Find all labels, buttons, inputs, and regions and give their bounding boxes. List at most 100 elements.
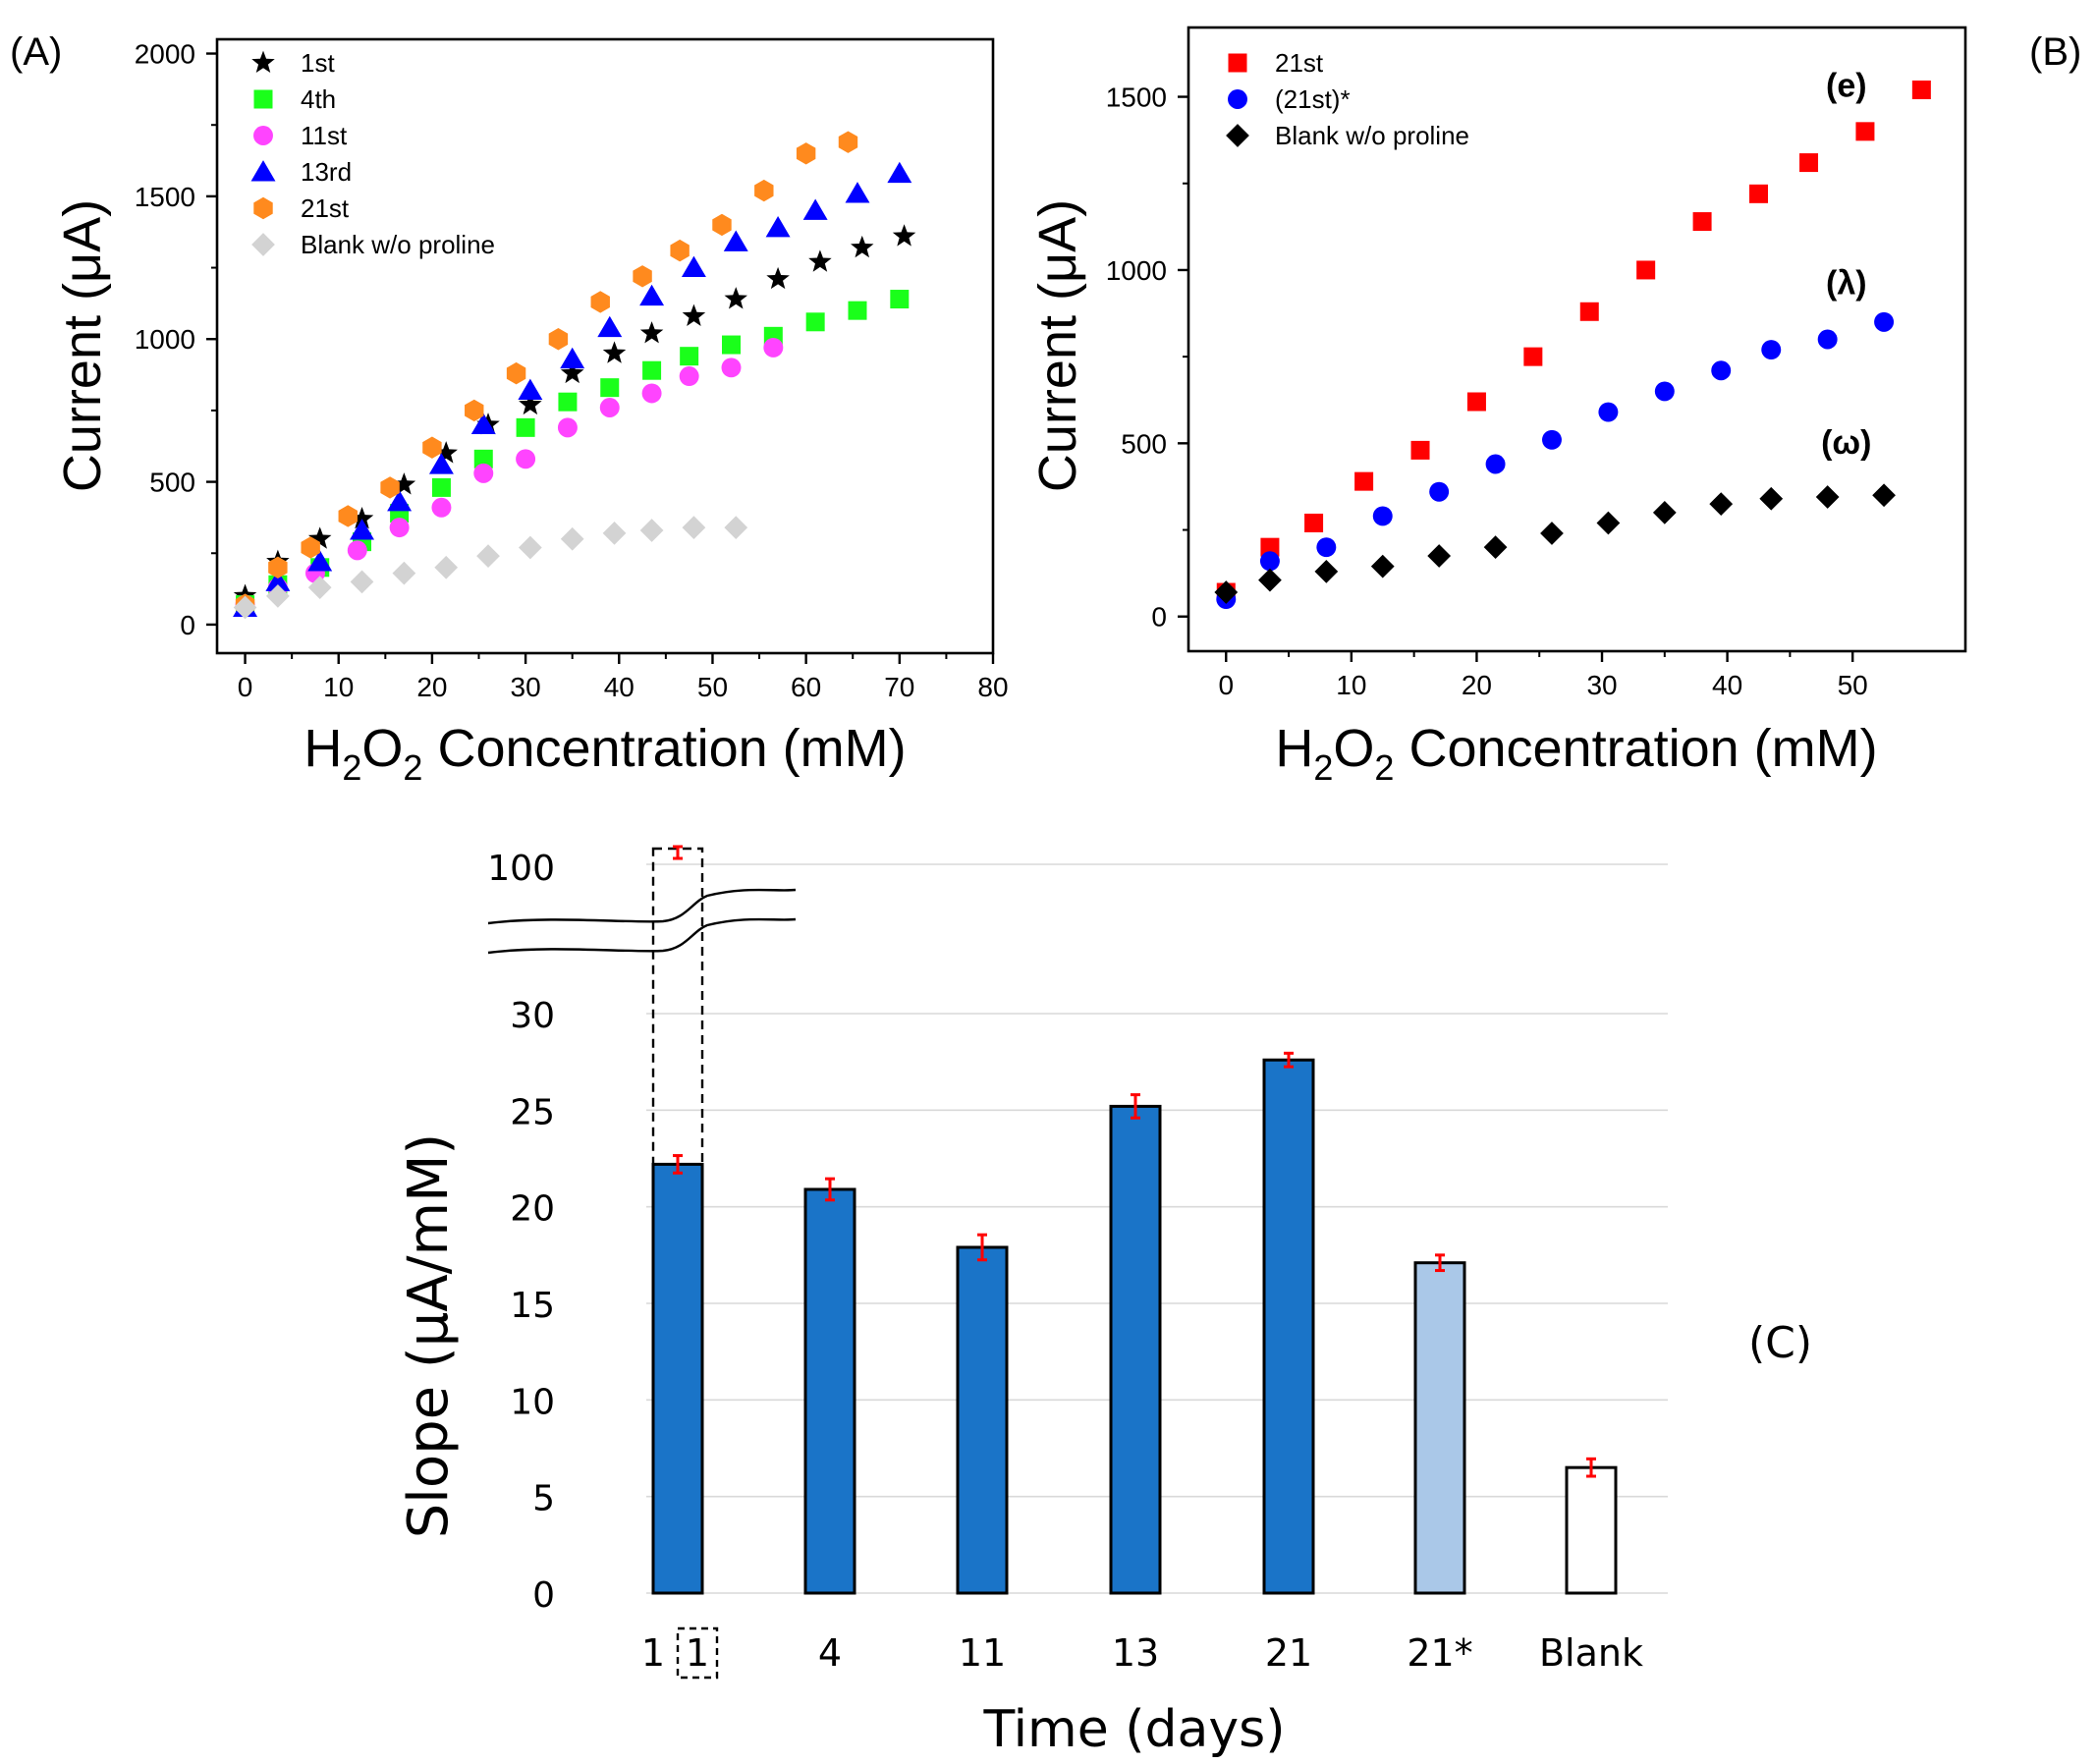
point-11st	[679, 366, 699, 386]
legend-label-4th: 4th	[301, 84, 336, 114]
panel-b-x-axis-label: H2O2 Concentration (mM)	[1275, 719, 1877, 788]
panel-c-x-axis-label: Time (days)	[982, 1700, 1285, 1759]
point-4th	[431, 477, 451, 497]
point-blank-w-o-proline	[1483, 535, 1508, 560]
x-tick-label: 60	[791, 672, 821, 702]
panel-b-x-label-h: H	[1275, 719, 1313, 778]
point-blank-w-o-proline	[518, 535, 542, 560]
point-13rd	[518, 378, 543, 401]
legend-label-21st: 21st	[301, 193, 350, 223]
x-tick-label: 50	[697, 672, 728, 702]
legend-label-blank-w-o-proline: Blank w/o proline	[1275, 121, 1469, 150]
point-blank-w-o-proline	[1314, 559, 1339, 583]
point-13rd	[597, 315, 623, 338]
annotation-label: (λ)	[1826, 265, 1867, 303]
x-tick-label: 70	[884, 672, 914, 702]
point-21st	[1429, 481, 1450, 502]
x-tick-label: 10	[323, 672, 354, 702]
point-1st	[392, 472, 416, 495]
panel-c-tick-labels: 100 0 5 10 15 20 25 30 1 4 11 13 21 21* Blank 1	[487, 849, 1643, 1680]
point-blank-w-o-proline	[233, 595, 257, 620]
legend-marker-21st	[1228, 89, 1247, 109]
point-21st	[1466, 392, 1486, 412]
dashed-label-box	[676, 1626, 719, 1680]
point-11st	[389, 518, 410, 538]
x-tick-label: 20	[416, 672, 447, 702]
x-tick-label: 40	[604, 672, 635, 702]
panel-a-scatter-chart: (A) 0 10 20 30 40 50 60 70 80 0 500 1000 1500 2000 1s…	[10, 30, 1009, 788]
panel-b-label: (B)	[2029, 30, 2081, 74]
point-blank-w-o-proline	[265, 583, 290, 608]
x-tick-label: 13	[1112, 1631, 1159, 1675]
point-21st	[1372, 506, 1393, 526]
panel-a-x-label-rest: Concentration (mM)	[422, 719, 906, 778]
point-blank-w-o-proline	[476, 544, 500, 569]
panel-a-ticks: 0 10 20 30 40 50 60 70 80 0 500 1000 1500 2000	[135, 39, 1009, 702]
y-tick-label: 1500	[1106, 83, 1167, 113]
point-blank-w-o-proline	[682, 516, 706, 539]
point-4th	[642, 360, 662, 380]
point-blank-w-o-proline	[392, 561, 416, 585]
legend-marker-13rd	[250, 160, 276, 182]
point-4th	[600, 378, 620, 398]
panel-b-x-label-sub1: 2	[1313, 747, 1333, 788]
point-21st	[1260, 537, 1280, 557]
panel-b-legend: 21st (21st)* Blank w/o proline	[1226, 48, 1469, 150]
break-gap	[488, 890, 796, 953]
point-21st	[1761, 340, 1782, 360]
legend-marker-21st	[1228, 53, 1247, 73]
point-13rd	[350, 519, 374, 540]
point-blank-w-o-proline	[560, 526, 584, 551]
x-tick-label: 50	[1838, 670, 1868, 700]
y-tick-label: 20	[510, 1189, 555, 1230]
panel-a-x-label-sub2: 2	[403, 747, 422, 788]
x-tick-label: Blank	[1539, 1631, 1643, 1675]
point-21st	[1817, 329, 1838, 350]
bar-blank	[1565, 1465, 1618, 1595]
legend-label-21st: 21st	[1275, 48, 1324, 78]
point-21st	[1711, 360, 1732, 381]
y-tick-label: 2000	[135, 39, 195, 70]
point-21st	[712, 213, 732, 237]
panel-c-axis-break	[487, 888, 797, 955]
point-1st	[350, 507, 374, 529]
point-4th	[805, 312, 825, 332]
bar-4	[803, 1187, 856, 1595]
point-4th	[890, 290, 910, 309]
point-1st	[519, 392, 542, 415]
x-tick-label: 0	[238, 672, 253, 702]
legend-label-1st: 1st	[301, 48, 335, 78]
point-blank-w-o-proline	[307, 576, 332, 600]
point-21st	[422, 436, 442, 459]
point-blank-w-o-proline	[434, 555, 459, 579]
y-tick-label: 0	[532, 1575, 555, 1616]
point-21st	[1799, 153, 1819, 173]
panel-a-plot-frame	[215, 37, 995, 655]
point-blank-w-o-proline	[350, 570, 374, 594]
point-1st	[808, 249, 832, 272]
dashed-bar-outline	[651, 847, 704, 1166]
panel-b-annotations: (e) (λ) (ω)	[1821, 68, 1871, 462]
x-tick-label: 4	[818, 1631, 842, 1675]
panel-b-y-axis-label: Current (μA)	[1028, 199, 1087, 492]
panel-c-bars	[651, 845, 1618, 1595]
point-11st	[516, 449, 536, 469]
point-21st	[1636, 260, 1656, 280]
x-tick-label: 0	[1218, 670, 1234, 700]
legend-marker-blank-w-o-proline	[251, 233, 275, 256]
break-line-upper	[487, 888, 797, 925]
panel-b-x-label-sub2: 2	[1374, 747, 1394, 788]
point-13rd	[723, 230, 748, 251]
point-21st	[1855, 122, 1875, 141]
legend-label-13rd: 13rd	[301, 157, 352, 187]
legend-marker-blank-w-o-proline	[1226, 124, 1249, 147]
point-21st	[838, 131, 858, 153]
point-11st	[557, 417, 578, 438]
dashed-label-text: 1	[686, 1631, 709, 1675]
x-tick-label: 20	[1462, 670, 1492, 700]
point-21st	[465, 399, 484, 422]
point-21st	[1304, 513, 1324, 532]
point-13rd	[265, 570, 291, 591]
point-21st	[506, 361, 526, 385]
